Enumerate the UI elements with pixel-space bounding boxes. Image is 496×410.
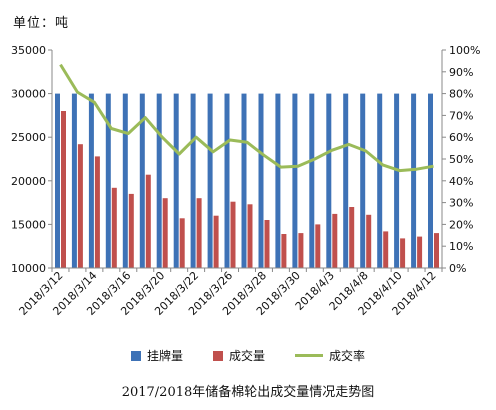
bar-listed	[139, 93, 145, 268]
legend-item-rate: 成交率	[295, 347, 365, 364]
chart-caption: 2017/2018年储备棉轮出成交量情况走势图	[121, 385, 375, 400]
y-left-tick-label: 25000	[11, 131, 46, 144]
y-left-tick-label: 20000	[11, 175, 46, 188]
y-right-tick-label: 30%	[449, 197, 473, 210]
bar-listed	[88, 93, 94, 268]
bar-deal	[196, 198, 202, 268]
bar-listed	[309, 93, 315, 268]
bar-listed	[105, 93, 111, 268]
y-left-tick-label: 30000	[11, 88, 46, 101]
bar-listed	[360, 93, 366, 268]
y-right-tick-label: 80%	[449, 88, 473, 101]
bar-deal	[128, 193, 134, 268]
y-right-tick-label: 70%	[449, 109, 473, 122]
bar-deal	[145, 174, 151, 268]
y-right-tick-label: 20%	[449, 218, 473, 231]
bar-listed	[394, 93, 400, 268]
bar-deal	[417, 236, 423, 268]
bar-deal	[332, 213, 338, 268]
bar-listed	[241, 93, 247, 268]
bar-listed	[190, 93, 196, 268]
bar-deal	[162, 198, 168, 268]
bar-deal	[230, 201, 236, 268]
y-right-tick-label: 40%	[449, 175, 473, 188]
bar-listed	[71, 93, 77, 268]
bar-deal	[247, 204, 253, 268]
legend-swatch-deal	[212, 350, 223, 361]
legend-label-deal: 成交量	[228, 349, 265, 363]
y-left-tick-label: 15000	[11, 218, 46, 231]
bar-deal	[111, 187, 117, 268]
bar-listed	[326, 93, 332, 268]
bar-listed	[377, 93, 383, 268]
y-right-tick-label: 50%	[449, 153, 473, 166]
legend: 挂牌量 成交量 成交率	[0, 347, 496, 364]
legend-item-listed: 挂牌量	[130, 347, 183, 364]
bar-listed	[207, 93, 213, 268]
bar-deal	[298, 233, 304, 268]
legend-label-listed: 挂牌量	[146, 349, 183, 363]
y-left-tick-label: 35000	[11, 44, 46, 57]
y-right-tick-label: 90%	[449, 66, 473, 79]
bar-listed	[55, 93, 60, 268]
bar-deal	[94, 156, 100, 268]
bar-listed	[156, 93, 162, 268]
bar-deal	[179, 218, 185, 268]
y-left-tick-label: 10000	[11, 262, 46, 275]
unit-label: 单位：吨	[13, 16, 70, 31]
bar-listed	[173, 93, 179, 268]
bar-deal	[400, 238, 406, 268]
bar-listed	[411, 93, 417, 268]
bar-deal	[366, 214, 372, 268]
bar-listed	[292, 93, 298, 268]
bar-deal	[349, 207, 355, 268]
line-rate	[59, 63, 434, 173]
y-right-tick-label: 60%	[449, 131, 473, 144]
bar-listed	[275, 93, 281, 268]
y-right-tick-label: 10%	[449, 240, 473, 253]
bar-deal	[434, 233, 439, 268]
bar-listed	[428, 93, 433, 268]
bar-listed	[224, 93, 230, 268]
legend-swatch-listed	[130, 350, 141, 361]
legend-label-rate: 成交率	[329, 349, 366, 363]
bar-deal	[61, 111, 66, 268]
y-right-tick-label: 0%	[449, 262, 466, 275]
bar-listed	[343, 93, 349, 268]
y-right-tick-label: 100%	[449, 44, 480, 57]
legend-swatch-rate	[295, 354, 323, 357]
legend-item-deal: 成交量	[212, 347, 265, 364]
bar-listed	[258, 93, 264, 268]
bar-deal	[213, 215, 219, 268]
bar-deal	[77, 144, 83, 268]
bar-deal	[383, 231, 389, 268]
bar-listed	[122, 93, 128, 268]
bar-deal	[264, 220, 270, 268]
bar-deal	[315, 224, 321, 268]
bar-deal	[281, 234, 287, 268]
